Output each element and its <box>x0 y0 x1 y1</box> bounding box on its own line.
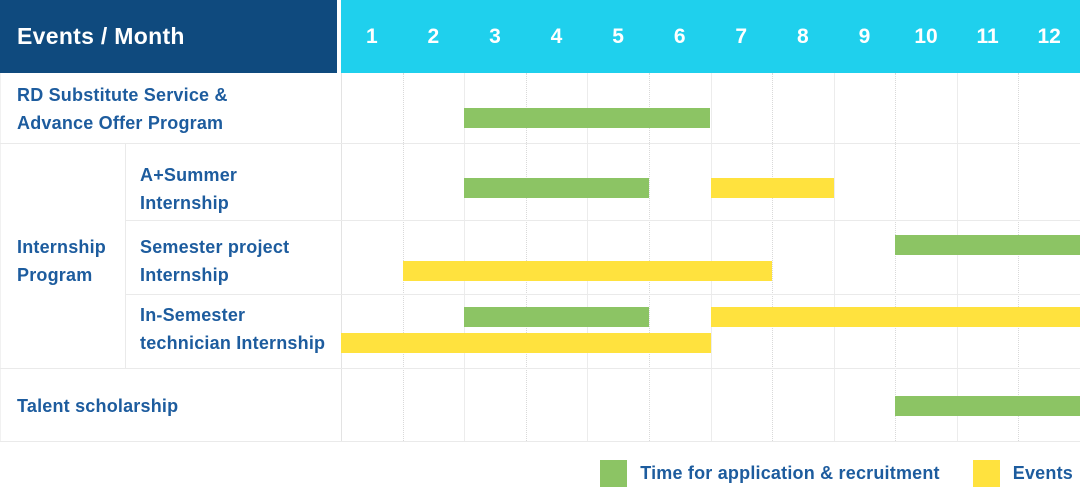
month-gridline <box>956 73 958 441</box>
row-label: Semester project Internship <box>140 237 290 285</box>
month-gridline <box>648 73 650 441</box>
month-header-5: 5 <box>612 24 624 48</box>
month-header-11: 11 <box>976 24 999 48</box>
event-legend-label: Events <box>1012 462 1073 483</box>
events-month-title: Events / Month <box>17 23 185 49</box>
event-bar <box>341 333 711 353</box>
table-left-edge <box>0 73 1 441</box>
month-header-7: 7 <box>735 24 748 48</box>
recruitment-bar <box>464 108 711 128</box>
recruitment-legend-label: Time for application & recruitment <box>640 462 940 483</box>
event-bar <box>710 178 834 198</box>
month-header-3: 3 <box>489 24 501 48</box>
month-gridline <box>402 73 404 441</box>
recruitment-legend-swatch <box>600 459 628 487</box>
event-bar <box>710 307 1080 327</box>
month-header-12: 12 <box>1037 24 1061 48</box>
month-header-1: 1 <box>365 24 378 48</box>
row-label: Talent scholarship <box>17 396 179 416</box>
row-separator <box>125 220 1080 221</box>
event-legend-swatch <box>972 459 1000 487</box>
row-separator <box>0 441 1080 442</box>
row-separator <box>0 368 1080 369</box>
month-gridline <box>464 73 466 441</box>
legend: Time for application & recruitment Event… <box>600 458 1073 488</box>
row-label: In-Semester technician Internship <box>140 305 326 353</box>
row-separator <box>125 294 1080 295</box>
event-bar <box>402 261 773 281</box>
events-month-header-cell: Events / Month <box>0 0 337 73</box>
recruitment-bar <box>895 235 1080 255</box>
month-axis: 1 2 3 4 5 6 7 8 9 10 11 12 <box>341 0 1080 73</box>
month-header-4: 4 <box>550 24 563 48</box>
month-gridline <box>525 73 527 441</box>
month-header-6: 6 <box>673 24 686 48</box>
month-header-9: 9 <box>858 24 871 48</box>
month-gridline <box>833 73 835 441</box>
month-header-2: 2 <box>427 24 440 48</box>
row-separator <box>0 143 1080 144</box>
recruitment-bar <box>464 178 649 198</box>
month-header-8: 8 <box>796 24 809 48</box>
group-label: Internship Program <box>17 237 107 285</box>
recruitment-bar <box>464 307 649 327</box>
recruitment-bar <box>895 396 1080 416</box>
row-label: RD Substitute Service & Advance Offer Pr… <box>17 85 228 133</box>
month-gridline <box>895 73 897 441</box>
month-header-10: 10 <box>914 24 938 48</box>
month-gridline <box>587 73 589 441</box>
month-gridline <box>1018 73 1020 441</box>
group-cell-divider <box>125 143 126 368</box>
month-gridline <box>772 73 774 441</box>
label-grid-divider <box>341 73 342 441</box>
month-gridline <box>710 73 712 441</box>
row-label: A+Summer Internship <box>140 165 238 213</box>
